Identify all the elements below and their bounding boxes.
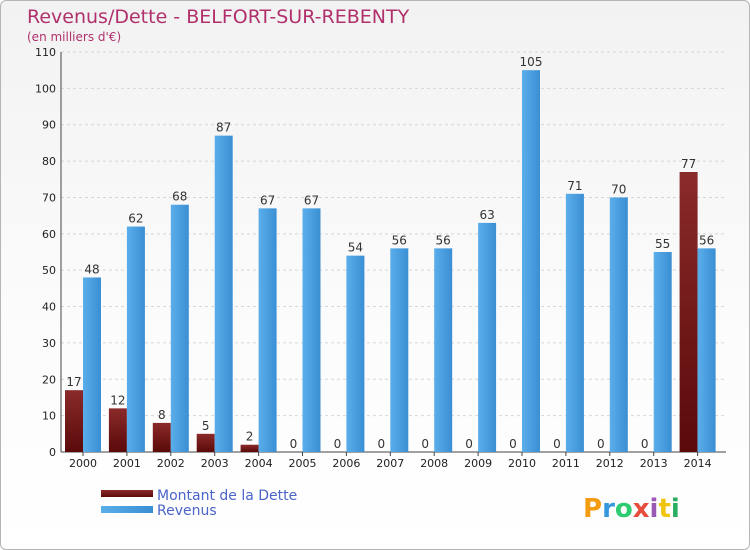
value-label-dette: 12: [110, 393, 125, 407]
value-label-revenus: 71: [567, 179, 582, 193]
y-tick-label: 110: [35, 46, 56, 59]
value-label-dette: 0: [553, 437, 561, 451]
bar-dette: [152, 422, 171, 452]
value-label-dette: 0: [290, 437, 298, 451]
bar-revenus: [653, 252, 672, 452]
legend-label-revenus: Revenus: [157, 503, 217, 519]
value-label-dette: 2: [246, 430, 254, 444]
y-tick-label: 50: [42, 264, 56, 277]
bar-revenus: [126, 226, 145, 452]
bar-dette: [65, 390, 83, 452]
value-label-revenus: 55: [655, 237, 670, 251]
bar-dette: [679, 172, 698, 452]
x-tick-label: 2005: [289, 457, 317, 470]
value-label-revenus: 68: [172, 190, 187, 204]
bar-revenus: [522, 70, 540, 452]
value-label-dette: 0: [334, 437, 342, 451]
bar-revenus: [478, 222, 497, 452]
value-label-revenus: 56: [699, 233, 714, 247]
logo-letter: o: [615, 494, 633, 524]
y-tick-label: 100: [35, 82, 56, 95]
y-tick-label: 40: [42, 301, 56, 314]
value-label-revenus: 54: [348, 241, 363, 255]
logo-letter: x: [633, 494, 650, 524]
value-label-revenus: 48: [84, 262, 99, 276]
x-axis: 2000 2001 2002 2003 2004 2005 2006 2007 2008 2009…: [69, 452, 712, 470]
legend-swatch-revenus: [101, 506, 153, 513]
bar-revenus: [697, 248, 716, 452]
value-label-revenus: 87: [216, 121, 231, 135]
x-tick-label: 2011: [552, 457, 580, 470]
x-tick-label: 2004: [245, 457, 273, 470]
y-tick-label: 60: [42, 228, 56, 241]
x-tick-label: 2014: [684, 457, 712, 470]
x-tick-label: 2008: [420, 457, 448, 470]
x-tick-label: 2013: [640, 457, 668, 470]
value-label-dette: 0: [509, 437, 517, 451]
logo-letter: r: [602, 494, 615, 524]
x-tick-label: 2009: [464, 457, 492, 470]
y-tick-label: 90: [42, 119, 56, 132]
bar-revenus: [83, 277, 101, 452]
bar-revenus: [434, 248, 453, 452]
legend-label-debt: Montant de la Dette: [157, 488, 297, 504]
bar-revenus: [390, 248, 409, 452]
value-label-dette: 8: [158, 408, 166, 422]
bar-revenus: [258, 208, 277, 452]
y-tick-label: 20: [42, 373, 56, 386]
x-tick-label: 2010: [508, 457, 536, 470]
y-tick-label: 10: [42, 410, 56, 423]
value-label-dette: 0: [465, 437, 473, 451]
value-label-revenus: 62: [128, 212, 143, 226]
value-label-dette: 0: [597, 437, 605, 451]
value-label-dette: 0: [421, 437, 429, 451]
x-tick-label: 2006: [332, 457, 360, 470]
value-label-dette: 0: [377, 437, 385, 451]
value-label-dette: 77: [681, 157, 696, 171]
chart-title: Revenus/Dette - BELFORT-SUR-REBENTY: [27, 6, 410, 28]
proxiti-logo: Proxiti: [583, 494, 680, 524]
bar-dette: [240, 444, 259, 452]
x-tick-label: 2000: [69, 457, 97, 470]
bar-dette: [108, 408, 127, 452]
x-tick-label: 2012: [596, 457, 624, 470]
bar-revenus: [214, 135, 233, 453]
value-label-revenus: 56: [392, 233, 407, 247]
x-tick-label: 2002: [157, 457, 185, 470]
value-label-revenus: 63: [479, 208, 494, 222]
value-label-revenus: 56: [436, 233, 451, 247]
bar-revenus: [565, 193, 584, 452]
bars: 17 48 12 62 8 68 5 87 2 67 0 67 0 54 0 56 0 56 0 63 0 105 0 71 0…: [65, 55, 716, 453]
bar-revenus: [609, 197, 628, 452]
legend: Montant de la Dette Revenus: [101, 488, 297, 519]
value-label-dette: 0: [641, 437, 649, 451]
value-label-revenus: 67: [304, 193, 319, 207]
value-label-dette: 17: [66, 375, 81, 389]
value-label-dette: 5: [202, 419, 210, 433]
y-tick-label: 0: [49, 446, 56, 459]
logo-letter: t: [658, 494, 670, 524]
logo-letter: P: [583, 494, 602, 524]
legend-swatch-debt: [101, 490, 153, 497]
chart-subtitle: (en milliers d'€): [27, 30, 121, 44]
bar-dette: [196, 433, 215, 452]
logo-letter: i: [671, 494, 680, 524]
value-label-revenus: 70: [611, 182, 626, 196]
y-tick-label: 70: [42, 191, 56, 204]
y-tick-label: 80: [42, 155, 56, 168]
y-tick-label: 30: [42, 337, 56, 350]
value-label-revenus: 105: [520, 55, 543, 69]
value-label-revenus: 67: [260, 193, 275, 207]
bar-revenus: [346, 255, 365, 452]
x-tick-label: 2001: [113, 457, 141, 470]
x-tick-label: 2007: [376, 457, 404, 470]
bar-revenus: [302, 208, 321, 452]
logo-letter: i: [650, 494, 659, 524]
bar-revenus: [170, 204, 189, 452]
x-tick-label: 2003: [201, 457, 229, 470]
